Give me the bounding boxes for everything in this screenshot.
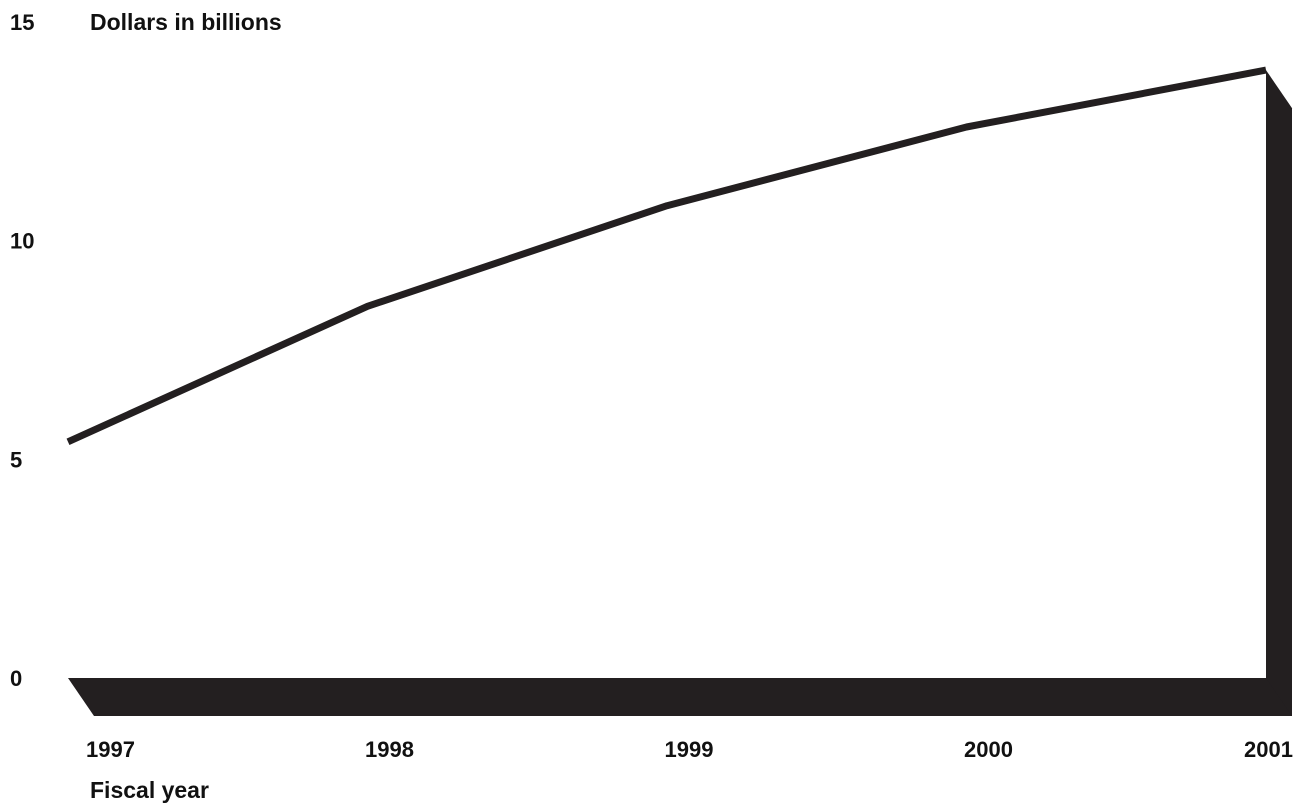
chart-floor xyxy=(68,678,1292,716)
x-tick-label: 2001 xyxy=(1244,737,1293,762)
y-axis-title: Dollars in billions xyxy=(90,9,282,35)
x-tick-label: 2000 xyxy=(964,737,1013,762)
chart-right-wall xyxy=(1266,70,1292,716)
x-axis-ticks: 1997 1998 1999 2000 2001 xyxy=(86,737,1293,762)
x-tick-label: 1997 xyxy=(86,737,135,762)
x-axis-title: Fiscal year xyxy=(90,777,209,803)
y-tick-label: 0 xyxy=(10,666,22,691)
y-tick-label: 10 xyxy=(10,229,34,254)
series-line xyxy=(66,66,1267,445)
y-axis-ticks: 0 5 10 15 xyxy=(10,10,34,691)
x-tick-label: 1999 xyxy=(665,737,714,762)
y-tick-label: 15 xyxy=(10,10,34,35)
y-tick-label: 5 xyxy=(10,447,22,472)
x-tick-label: 1998 xyxy=(365,737,414,762)
